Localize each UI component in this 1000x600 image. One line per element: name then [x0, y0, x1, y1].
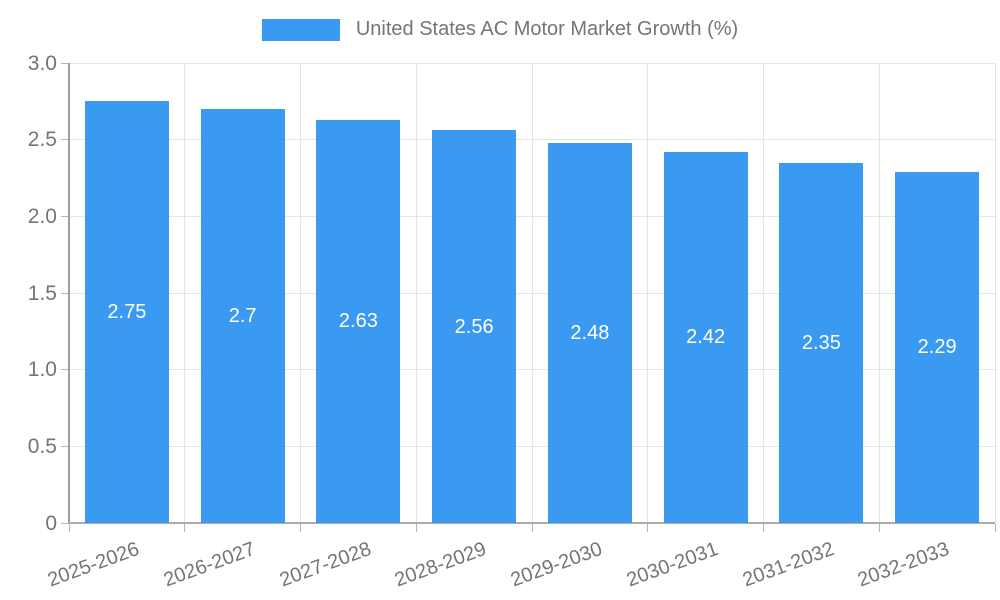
bar-value-label: 2.42 [686, 326, 726, 349]
y-axis-tick-label: 2.0 [27, 204, 57, 228]
x-axis-category-label: 2026-2027 [160, 538, 259, 592]
gridline-vertical [415, 63, 417, 523]
y-axis-tick [61, 215, 69, 217]
bar-2032-2033 [895, 171, 980, 523]
legend-swatch [261, 18, 340, 41]
gridline-vertical [647, 63, 649, 523]
bar-2025-2026 [84, 101, 169, 523]
x-axis-tick [68, 524, 70, 532]
bar-value-label: 2.75 [107, 301, 147, 324]
bar-value-label: 2.29 [917, 336, 957, 359]
bar-value-label: 2.7 [228, 305, 257, 327]
gridline-vertical [878, 63, 880, 523]
x-axis-tick [994, 524, 996, 532]
legend[interactable]: United States AC Motor Market Growth (%) [0, 18, 1000, 41]
x-axis-category-label: 2028-2029 [392, 538, 490, 592]
bar-2029-2030 [547, 142, 632, 523]
gridline-vertical [184, 63, 186, 523]
x-axis-tick [763, 524, 764, 532]
legend-label: United States AC Motor Market Growth (%) [355, 18, 739, 40]
x-axis-category-label: 2025-2026 [44, 538, 143, 592]
y-axis-tick-label: 3.0 [27, 51, 57, 75]
y-axis-tick-label: 1.0 [27, 358, 57, 382]
x-axis-tick [878, 524, 880, 532]
x-axis-line [68, 522, 995, 524]
bar-value-label: 2.63 [338, 310, 378, 333]
y-axis-tick [61, 369, 69, 371]
x-axis-tick [300, 524, 301, 532]
gridline-vertical [300, 63, 301, 523]
y-axis-tick-label: 0.5 [27, 434, 57, 458]
y-axis-tick [61, 445, 69, 447]
y-axis-line [68, 63, 70, 524]
x-axis-tick [415, 524, 417, 532]
y-axis-tick-label: 0 [45, 511, 57, 535]
bar-2027-2028 [316, 119, 401, 523]
x-axis-category-label: 2027-2028 [276, 538, 374, 592]
bar-value-label: 2.56 [454, 315, 494, 338]
x-axis-tick [647, 524, 649, 532]
x-axis-category-label: 2029-2030 [507, 538, 606, 592]
bar-value-label: 2.48 [570, 321, 610, 344]
gridline-vertical [994, 63, 996, 523]
y-axis-tick [61, 292, 69, 294]
y-axis-tick-label: 1.5 [27, 281, 57, 305]
x-axis-tick [531, 524, 533, 532]
bar-2028-2029 [432, 130, 517, 523]
y-axis-tick [61, 62, 69, 64]
y-axis-tick-label: 2.5 [27, 128, 57, 152]
y-axis-tick [61, 139, 69, 141]
gridline-vertical [763, 63, 764, 523]
x-axis-category-label: 2032-2033 [855, 538, 953, 592]
bar-2031-2032 [779, 162, 864, 523]
y-axis-tick [61, 522, 69, 524]
x-axis-category-label: 2030-2031 [623, 538, 722, 592]
gridline-vertical [531, 63, 533, 523]
x-axis-tick [184, 524, 186, 532]
bar-value-label: 2.35 [801, 331, 841, 354]
bar-2026-2027 [200, 109, 285, 523]
bar-2030-2031 [663, 151, 748, 523]
x-axis-category-label: 2031-2032 [739, 538, 837, 592]
